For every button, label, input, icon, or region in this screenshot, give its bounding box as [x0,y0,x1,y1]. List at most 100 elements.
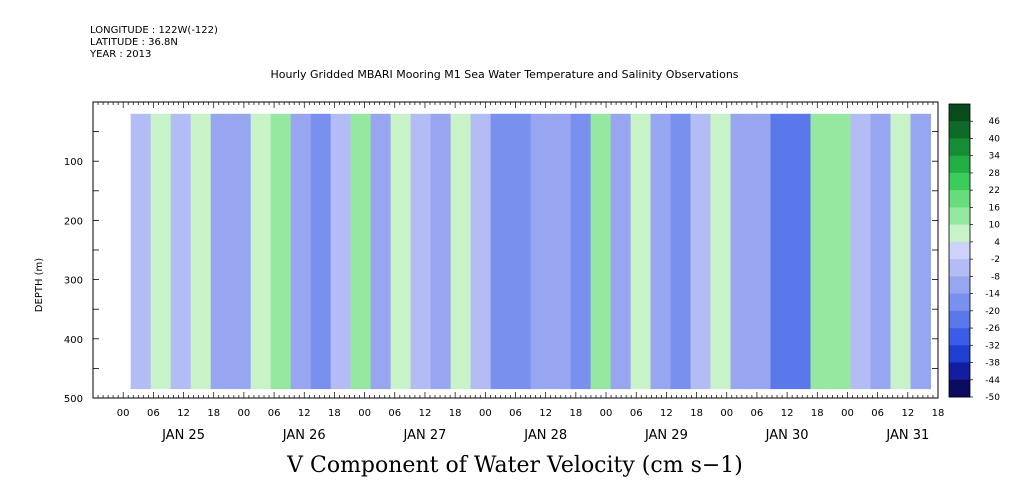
x-tick-label: 00 [358,408,371,419]
colorbar-label: 10 [989,221,1001,231]
heatmap-column [630,113,652,390]
x-tick-label: 18 [690,408,703,419]
x-tick-label: 00 [720,408,733,419]
heatmap-column [430,113,452,390]
y-tick-label: 500 [64,394,83,405]
x-tick-label: 00 [841,408,854,419]
colorbar-label: -20 [985,307,1000,317]
heatmap-column [330,113,352,390]
colorbar-label: 46 [989,117,1001,127]
heatmap-column [550,113,572,390]
heatmap-plot [130,113,931,390]
colorbar-swatch [949,379,970,398]
colorbar-label: -14 [985,290,1000,300]
x-tick-label: 12 [660,408,673,419]
latitude-label: LATITUDE : 36.8N [90,37,178,48]
heatmap-column [790,113,811,390]
heatmap-column [370,113,392,390]
y-axis-label: DEPTH (m) [34,258,45,312]
x-tick-label: 12 [901,408,914,419]
colorbar-label: -26 [985,324,1000,334]
x-tick-label: 06 [388,408,401,419]
colorbar-swatch [949,345,970,363]
heatmap-column [170,113,192,390]
colorbar-label: 34 [989,152,1001,162]
heatmap-column [870,113,891,390]
x-day-label: JAN 26 [282,428,326,443]
heatmap-column [610,113,632,390]
colorbar-label: -38 [985,359,1000,369]
colorbar-label: 4 [994,238,1000,248]
x-tick-label: 06 [268,408,281,419]
colorbar-label: -44 [985,376,1000,386]
heatmap-column [670,113,691,390]
heatmap-column [590,113,612,390]
heatmap-column [710,113,731,390]
x-tick-label: 18 [328,408,341,419]
heatmap-column [450,113,472,390]
heatmap-column [730,113,751,390]
x-tick-label: 12 [781,408,794,419]
plot-axes: 00 06 12 18 00 06 12 18 00 06 12 18 00 06 12 18 00 06 12 18… [34,101,945,443]
heatmap-column [830,113,851,390]
x-tick-label: 12 [298,408,311,419]
colorbar-label: -8 [991,272,1000,282]
colorbar-swatch [949,190,970,208]
x-tick-label: 06 [871,408,884,419]
heatmap-column [310,113,332,390]
colorbar-label: -50 [985,393,1000,403]
colorbar-swatch [949,207,970,225]
colorbar-swatch [949,276,970,294]
colorbar: -50 -44 -38 -32 -26 -20 -14 -8 -2 4 10 16 22 28 34 40 46 [948,103,1001,403]
x-tick-label: 00 [600,408,613,419]
longitude-label: LONGITUDE : 122W(-122) [90,25,218,36]
colorbar-swatch [949,155,970,174]
colorbar-swatch [949,172,970,191]
heatmap-column [910,113,931,390]
x-tick-label: 18 [932,408,945,419]
x-tick-label: 18 [811,408,824,419]
heatmap-column [210,113,232,390]
x-day-label: JAN 30 [765,428,809,443]
heatmap-column [230,113,252,390]
chart-title: Hourly Gridded MBARI Mooring M1 Sea Wate… [270,68,739,81]
x-day-label: JAN 31 [885,428,929,443]
heatmap-column [290,113,312,390]
heatmap-column [530,113,552,390]
colorbar-label: 22 [989,186,1000,196]
heatmap-column [470,113,492,390]
colorbar-swatch [949,241,970,260]
x-day-label: JAN 25 [161,428,205,443]
heatmap-column [690,113,711,390]
colorbar-label: -32 [985,341,1000,351]
heatmap-column [650,113,671,390]
x-tick-label: 12 [177,408,190,419]
heatmap-column [750,113,771,390]
x-tick-label: 06 [147,408,160,419]
colorbar-swatch [949,293,970,312]
y-tick-label: 200 [64,216,83,227]
colorbar-swatch [949,362,970,381]
colorbar-label: 28 [989,169,1001,179]
heatmap-column [810,113,831,390]
x-tick-label: 18 [207,408,220,419]
heatmap-column [150,113,172,390]
colorbar-frame [948,103,971,398]
heatmap-column [250,113,272,390]
heatmap-column [770,113,791,390]
heatmap-column [890,113,911,390]
y-tick-label: 400 [64,335,83,346]
colorbar-label: 40 [989,134,1001,144]
x-tick-label: 06 [630,408,643,419]
heatmap-column [510,113,532,390]
heatmap-column [490,113,512,390]
heatmap-column [410,113,432,390]
colorbar-swatch [949,121,970,139]
heatmap-column [190,113,212,390]
colorbar-label: -2 [991,255,1000,265]
x-tick-label: 12 [419,408,432,419]
heatmap-column [850,113,871,390]
x-tick-label: 06 [509,408,522,419]
x-day-label: JAN 29 [644,428,688,443]
